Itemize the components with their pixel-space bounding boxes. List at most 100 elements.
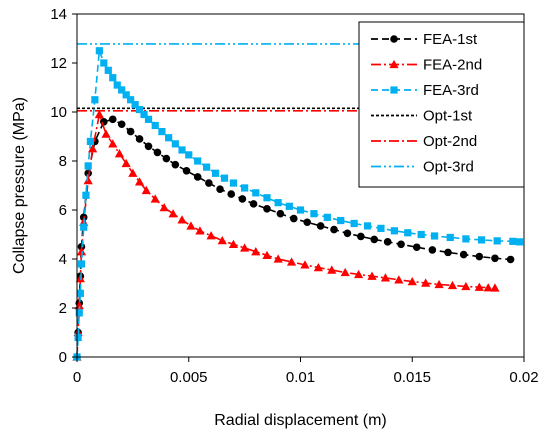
series-fea-3rd-point: [76, 289, 84, 297]
series-fea-1st-point: [216, 185, 224, 193]
legend-item-fea-1st-marker: [390, 35, 398, 43]
series-fea-1st-point: [144, 142, 153, 151]
series-fea-2nd-point: [461, 281, 471, 291]
series-fea-2nd-point: [313, 262, 323, 272]
series-fea-1st-point: [383, 238, 392, 246]
series-fea-2nd-point: [251, 247, 261, 256]
series-fea-2nd-point: [121, 158, 131, 168]
series-fea-3rd-point: [74, 333, 82, 341]
series-fea-2nd-point: [83, 176, 93, 185]
series-fea-2nd-point: [407, 276, 417, 286]
legend-item-fea-2nd: FEA-2nd: [371, 57, 482, 74]
series-fea-1st-point: [412, 243, 421, 252]
series-fea-2nd-point: [94, 109, 104, 119]
series-fea-2nd-point: [447, 280, 458, 290]
series-fea-2nd-point: [367, 271, 377, 280]
x-tick-label: 0: [73, 369, 81, 386]
series-fea-3rd-point: [104, 66, 112, 74]
y-tick-label: 10: [50, 104, 67, 121]
legend-item-opt-2nd: Opt-2nd: [371, 133, 477, 150]
series-fea-1st-point: [343, 229, 352, 238]
series-fea-3rd-point: [113, 81, 121, 89]
series-fea-2nd-point: [490, 283, 500, 292]
series-fea-3rd-point: [323, 213, 331, 221]
legend-item-opt-3rd: Opt-3rd: [371, 159, 474, 176]
series-fea-1st-point: [162, 154, 171, 163]
series-fea-1st-point: [153, 148, 162, 157]
series-fea-3rd-point: [350, 219, 358, 228]
x-tick-label: 0.015: [393, 369, 431, 386]
x-tick-labels: 0 0.005 0.01 0.015 0.02: [73, 357, 539, 386]
series-fea-3rd-point: [171, 140, 179, 148]
series-fea-3rd-point: [211, 169, 220, 177]
series-fea-1st-point: [316, 222, 325, 230]
series-fea-3rd-point: [95, 47, 103, 55]
series-fea-3rd-point: [515, 238, 524, 246]
series-fea-3rd-point: [509, 237, 517, 245]
series-fea-1st-point: [357, 232, 365, 241]
series-fea-2nd-point: [474, 282, 484, 291]
series-fea-1st-point: [227, 190, 236, 198]
series-fea-1st-point: [182, 167, 191, 175]
series-fea-1st-point: [370, 235, 379, 244]
legend-item-opt-3rd-label: Opt-3rd: [423, 159, 474, 176]
series-fea-3rd-point: [185, 151, 193, 159]
series-fea-3rd-point: [165, 134, 173, 142]
series-fea-1st-point: [444, 248, 452, 257]
legend-box: [358, 21, 525, 188]
series-fea-3rd-point: [404, 229, 412, 237]
series-fea-1st-point: [126, 127, 135, 136]
series-fea-2nd-point: [483, 283, 493, 292]
series-fea-3rd-point: [144, 115, 153, 123]
series-fea-2nd-point: [380, 273, 391, 282]
series-fea-3rd-point: [131, 101, 139, 109]
series-fea-3rd-point: [122, 91, 130, 99]
series-fea-3rd-point: [263, 194, 271, 202]
series-fea-2nd-point: [186, 221, 196, 230]
series-fea-3rd-point: [377, 224, 385, 232]
series-fea-2nd-point: [262, 250, 272, 260]
legend-item-opt-1st-label: Opt-1st: [423, 108, 473, 125]
series-fea-3rd: [73, 47, 524, 361]
series-fea-1st-point: [135, 135, 144, 143]
y-tick-label: 14: [50, 6, 67, 23]
series-fea-2nd-point: [240, 243, 250, 252]
series-fea-1st-point: [303, 218, 312, 227]
series-fea-2nd-point: [168, 209, 178, 218]
series-fea-2nd-point: [300, 260, 310, 269]
x-tick-label: 0.005: [170, 369, 208, 386]
series-fea-3rd-point: [80, 223, 88, 231]
series-fea-2nd-point: [206, 231, 216, 240]
series-fea-1st-point: [459, 250, 468, 259]
legend-item-fea-3rd-label: FEA-3rd: [423, 82, 479, 99]
legend-item-fea-1st-label: FEA-1st: [423, 31, 478, 48]
x-tick-label: 0.02: [509, 369, 538, 386]
series-fea-2nd-point: [141, 185, 151, 195]
series-fea-1st-point: [193, 173, 202, 181]
series-fea-2nd-point: [134, 177, 145, 186]
series-fea-3rd-point: [109, 74, 117, 82]
series-fea-3rd-point: [77, 260, 86, 268]
series-fea-1st-point: [238, 195, 247, 203]
series-fea-3rd-point: [82, 191, 90, 199]
series-fea-2nd-point: [434, 279, 444, 289]
plot-area: [72, 13, 525, 361]
series-fea-3rd-point: [194, 157, 202, 165]
series-fea-3rd-point: [158, 128, 166, 136]
legend-item-opt-2nd-label: Opt-2nd: [423, 133, 477, 150]
legend-item-fea-3rd-marker: [390, 86, 398, 94]
series-fea-3rd-point: [310, 210, 318, 218]
series-fea-2nd-point: [394, 275, 404, 284]
series-fea-3rd-point: [363, 222, 372, 230]
series-fea-2nd-point: [273, 254, 283, 263]
series-layer: [72, 43, 524, 361]
series-fea-2nd-point: [101, 129, 111, 138]
series-fea-3rd-point: [390, 227, 398, 235]
series-fea-1st-point: [330, 225, 338, 234]
series-fea-3rd-point: [446, 233, 454, 242]
y-tick-label: 0: [59, 349, 67, 366]
series-fea-1st-point: [249, 200, 258, 208]
series-fea-2nd-point: [228, 239, 239, 248]
y-axis-title: Collapse pressure (MPa): [11, 97, 28, 274]
